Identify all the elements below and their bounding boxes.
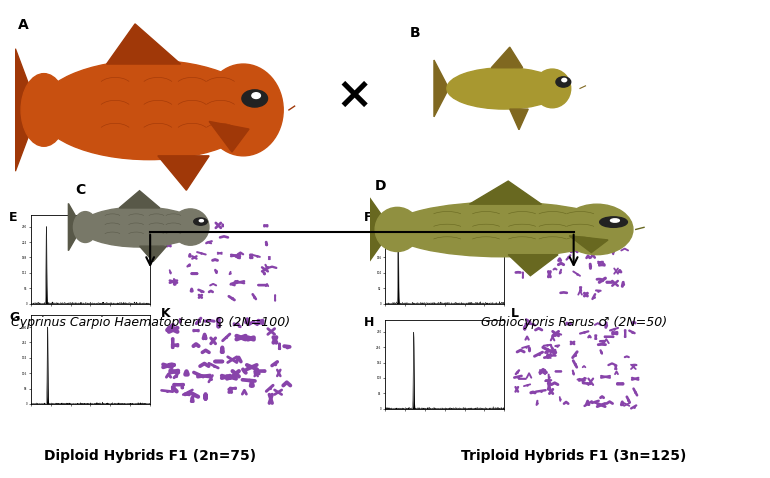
Ellipse shape: [80, 207, 199, 247]
Text: B: B: [410, 26, 420, 41]
Text: Gobiocypris Rarus ♂ (2N=50): Gobiocypris Rarus ♂ (2N=50): [480, 316, 667, 329]
Circle shape: [600, 217, 628, 228]
Text: J: J: [511, 211, 516, 224]
Text: A: A: [18, 18, 29, 32]
Circle shape: [556, 77, 571, 87]
Polygon shape: [510, 109, 528, 130]
Ellipse shape: [561, 204, 633, 255]
Circle shape: [611, 219, 619, 222]
Text: Diploid Hybrids F1 (2n=75): Diploid Hybrids F1 (2n=75): [44, 449, 256, 463]
Ellipse shape: [534, 69, 571, 108]
Text: L: L: [511, 306, 519, 320]
Polygon shape: [491, 47, 523, 68]
Polygon shape: [139, 246, 166, 261]
Polygon shape: [434, 60, 449, 117]
Text: E: E: [9, 211, 18, 224]
Polygon shape: [569, 236, 608, 252]
Text: Triploid Hybrids F1 (3n=125): Triploid Hybrids F1 (3n=125): [461, 449, 686, 463]
Circle shape: [194, 218, 207, 225]
Ellipse shape: [172, 209, 209, 245]
Polygon shape: [158, 156, 209, 190]
Text: K: K: [161, 307, 170, 320]
Polygon shape: [209, 121, 249, 152]
Circle shape: [199, 219, 203, 222]
Ellipse shape: [375, 207, 420, 251]
Text: ×: ×: [336, 74, 373, 117]
Polygon shape: [508, 255, 558, 276]
Text: Cyprinus Carpio Haematopterus ♀ (2N=100): Cyprinus Carpio Haematopterus ♀ (2N=100): [11, 316, 290, 329]
Ellipse shape: [73, 212, 97, 242]
Circle shape: [242, 90, 267, 107]
Polygon shape: [470, 181, 541, 204]
Polygon shape: [15, 49, 38, 171]
Text: D: D: [375, 179, 387, 193]
Text: I: I: [160, 211, 165, 224]
Polygon shape: [106, 24, 181, 64]
Text: G: G: [9, 311, 19, 324]
Polygon shape: [69, 204, 82, 250]
Ellipse shape: [38, 60, 260, 160]
Text: C: C: [75, 184, 85, 197]
Ellipse shape: [21, 74, 67, 146]
Circle shape: [252, 93, 260, 98]
Text: F: F: [363, 211, 372, 224]
Ellipse shape: [203, 64, 283, 156]
Circle shape: [562, 78, 567, 82]
Text: H: H: [363, 316, 374, 329]
Ellipse shape: [447, 68, 561, 109]
Polygon shape: [119, 191, 160, 208]
Ellipse shape: [389, 202, 616, 257]
Polygon shape: [370, 198, 392, 261]
